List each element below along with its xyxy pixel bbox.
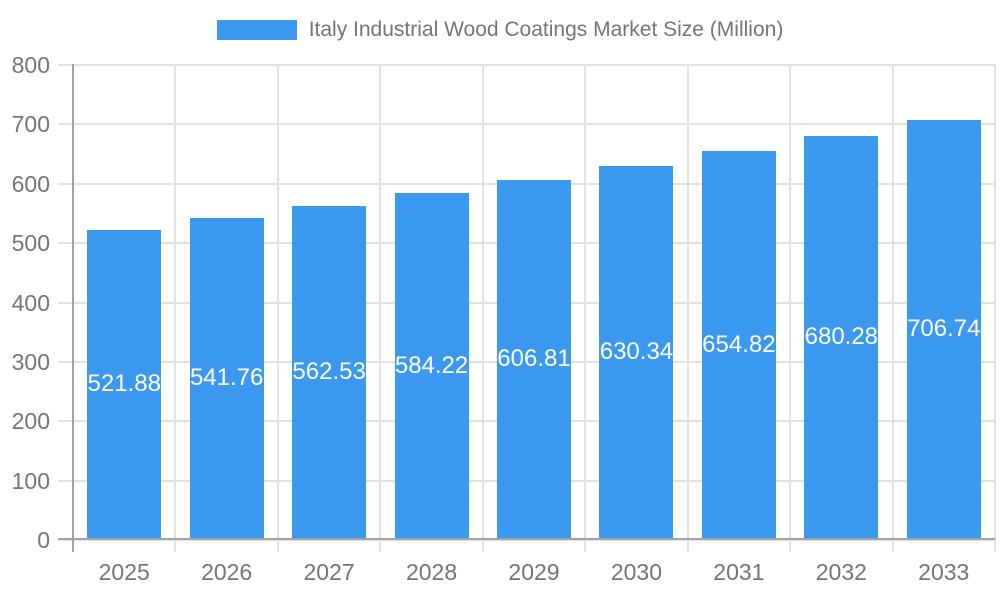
gridline-vertical-5 (584, 65, 587, 552)
gridline-vertical-3 (379, 65, 382, 552)
gridline-vertical-2 (276, 65, 279, 552)
y-axis-line (72, 64, 74, 552)
bar-value-label-2028: 584.22 (394, 351, 469, 379)
x-axis-tick-label-2033: 2033 (918, 559, 970, 585)
bar-value-label-2032: 680.28 (804, 323, 879, 351)
y-axis-tick-label-400: 400 (11, 289, 50, 316)
x-axis-tick-label-2032: 2032 (815, 559, 867, 585)
bar-2031[interactable] (701, 151, 776, 538)
bar-2032[interactable] (804, 136, 879, 538)
bar-2025[interactable] (87, 230, 162, 538)
legend-label: Italy Industrial Wood Coatings Market Si… (308, 18, 784, 41)
y-axis-tick-label-600: 600 (11, 170, 50, 197)
bar-2030[interactable] (599, 165, 674, 538)
bar-2028[interactable] (394, 193, 469, 538)
x-axis-line (58, 538, 995, 540)
bar-value-label-2030: 630.34 (599, 337, 674, 365)
bar-value-label-2027: 562.53 (292, 357, 366, 385)
bar-2026[interactable] (189, 218, 264, 538)
y-axis-tick-label-200: 200 (11, 408, 50, 435)
y-axis-tick-label-100: 100 (11, 467, 50, 494)
bar-value-label-2033: 706.74 (907, 315, 981, 343)
x-axis-tick-label-2026: 2026 (201, 559, 253, 585)
gridline-horizontal-0 (58, 539, 995, 541)
bar-2027[interactable] (292, 205, 367, 538)
x-axis-tick-label-2028: 2028 (405, 559, 458, 585)
gridline-horizontal-700 (58, 123, 995, 126)
x-axis-tick-label-2030: 2030 (610, 559, 663, 585)
legend-swatch[interactable] (216, 20, 297, 40)
gridline-vertical-9 (994, 65, 996, 552)
legend[interactable]: Italy Industrial Wood Coatings Market Si… (0, 16, 1000, 44)
bar-value-label-2029: 606.81 (497, 344, 571, 372)
gridline-vertical-8 (891, 65, 894, 552)
y-axis-tick-label-0: 0 (37, 527, 50, 553)
bar-value-label-2025: 521.88 (87, 370, 161, 398)
gridline-vertical-1 (174, 65, 177, 552)
gridline-vertical-6 (686, 65, 689, 552)
x-axis-tick-label-2029: 2029 (508, 559, 560, 585)
x-axis-tick-label-2031: 2031 (713, 559, 765, 585)
bar-2033[interactable] (906, 120, 981, 538)
gridline-horizontal-800 (58, 64, 995, 66)
y-axis-tick-label-500: 500 (11, 230, 50, 257)
bar-2029[interactable] (497, 179, 571, 538)
gridline-vertical-7 (789, 65, 792, 552)
bar-value-label-2026: 541.76 (189, 364, 264, 392)
y-axis-tick-label-300: 300 (11, 348, 50, 375)
y-axis-tick-label-800: 800 (11, 52, 50, 78)
bar-value-label-2031: 654.82 (702, 330, 776, 358)
gridline-vertical-4 (481, 65, 484, 552)
y-axis-tick-label-700: 700 (11, 111, 50, 138)
x-axis-tick-label-2025: 2025 (98, 559, 150, 585)
x-axis-tick-label-2027: 2027 (303, 559, 355, 585)
